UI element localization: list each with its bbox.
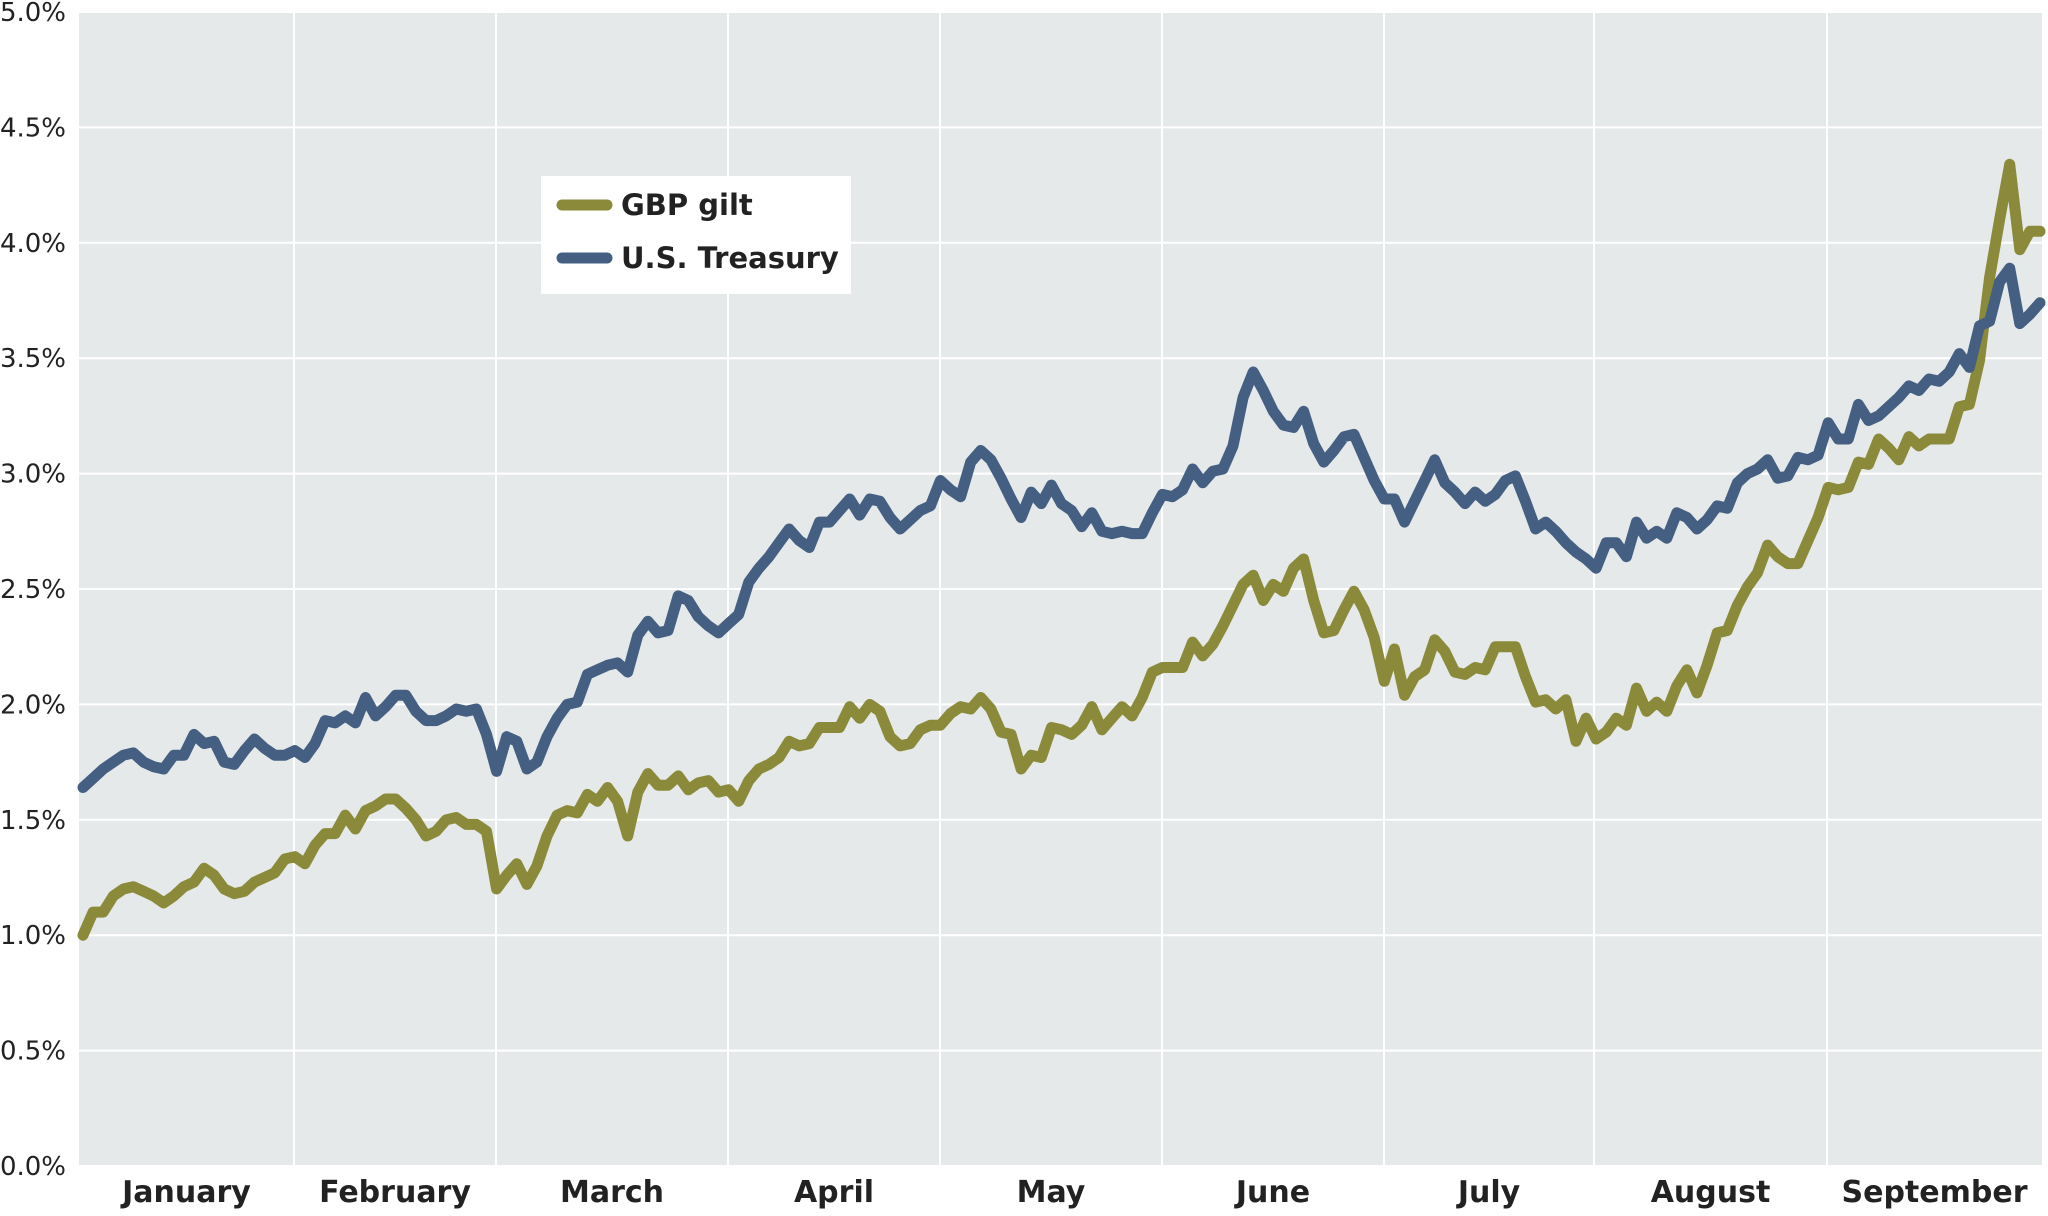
series-lines xyxy=(77,158,2046,941)
y-tick-label: 2.0% xyxy=(0,690,66,720)
legend-label-us-treasury: U.S. Treasury xyxy=(621,241,839,275)
y-axis: 0.0% 0.5% 1.0% 1.5% 2.0% 2.5% 3.0% 3.5% 4.0% 4.5%… xyxy=(0,0,66,1182)
legend-box xyxy=(541,176,851,294)
x-tick-label: May xyxy=(1017,1175,1086,1210)
x-tick-label: September xyxy=(1842,1175,2028,1210)
y-tick-label: 0.5% xyxy=(0,1037,66,1067)
legend: GBP gilt U.S. Treasury xyxy=(541,176,851,294)
series-line-gbp-gilt xyxy=(77,158,2046,941)
y-tick-label: 1.5% xyxy=(0,806,66,836)
y-tick-label: 0.0% xyxy=(0,1152,66,1182)
y-tick-label: 4.0% xyxy=(0,229,66,259)
x-tick-label: June xyxy=(1234,1175,1310,1210)
x-tick-label: July xyxy=(1456,1175,1521,1210)
y-tick-label: 1.0% xyxy=(0,921,66,951)
y-tick-label: 3.5% xyxy=(0,344,66,374)
x-tick-label: August xyxy=(1651,1175,1771,1210)
series-line-u-s-treasury xyxy=(77,262,2046,793)
legend-label-gbp-gilt: GBP gilt xyxy=(621,188,753,222)
x-axis: January February March April May June July Augu… xyxy=(120,1175,2028,1210)
y-tick-label: 5.0% xyxy=(0,0,66,28)
x-tick-label: January xyxy=(120,1175,251,1210)
y-tick-label: 3.0% xyxy=(0,460,66,490)
y-tick-label: 4.5% xyxy=(0,113,66,143)
y-tick-label: 2.5% xyxy=(0,575,66,605)
x-tick-label: March xyxy=(560,1175,664,1210)
x-tick-label: April xyxy=(794,1175,874,1210)
x-tick-label: February xyxy=(319,1175,471,1210)
horizontal-gridlines xyxy=(79,11,2042,1167)
